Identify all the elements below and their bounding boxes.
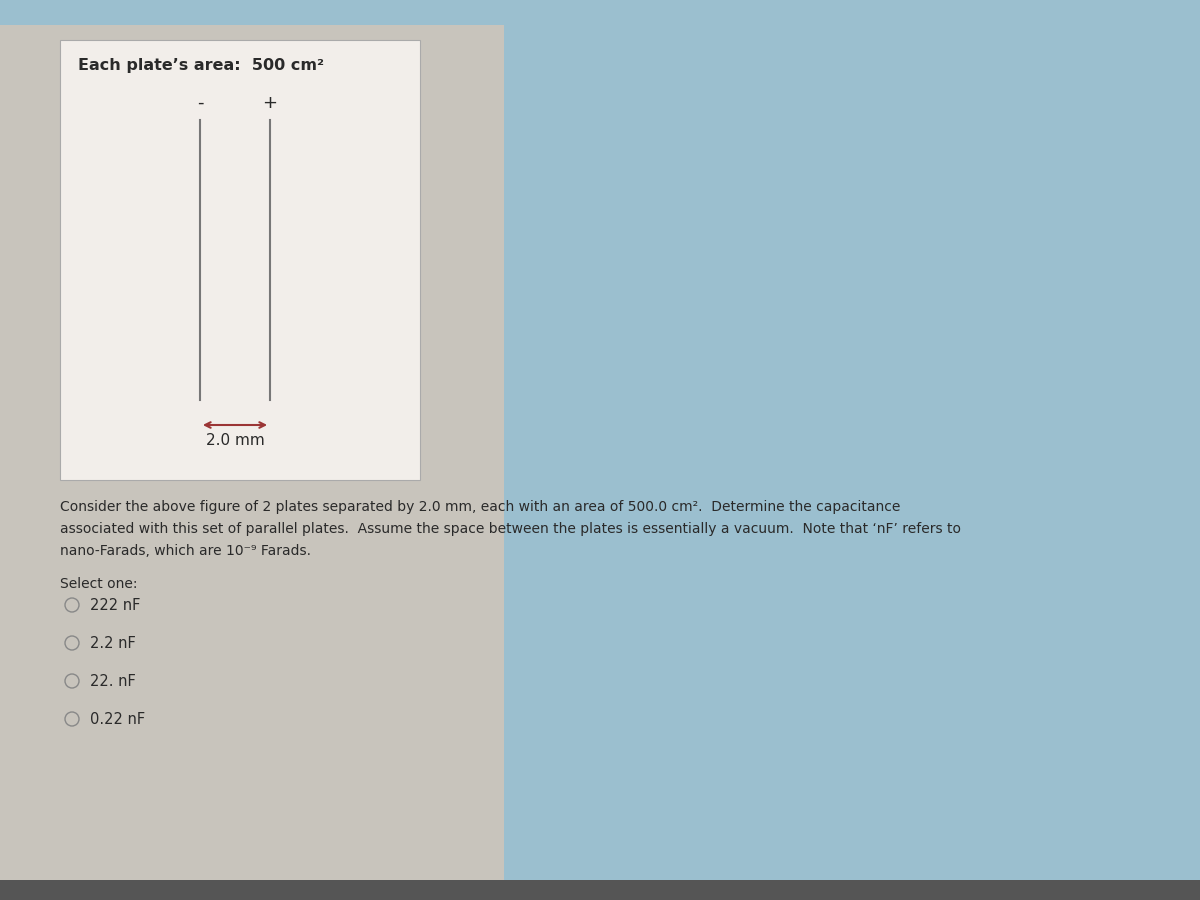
- Text: nano-Farads, which are 10⁻⁹ Farads.: nano-Farads, which are 10⁻⁹ Farads.: [60, 544, 311, 558]
- Text: 2.0 mm: 2.0 mm: [205, 433, 264, 448]
- Text: associated with this set of parallel plates.  Assume the space between the plate: associated with this set of parallel pla…: [60, 522, 961, 536]
- Bar: [0, 880, 1200, 900]
- FancyBboxPatch shape: [60, 40, 420, 480]
- Text: Each plate’s area:  500 cm²: Each plate’s area: 500 cm²: [78, 58, 324, 73]
- Text: 222 nF: 222 nF: [90, 598, 140, 613]
- Text: 22. nF: 22. nF: [90, 673, 136, 689]
- Text: -: -: [197, 94, 203, 112]
- Text: Consider the above figure of 2 plates separated by 2.0 mm, each with an area of : Consider the above figure of 2 plates se…: [60, 500, 900, 514]
- Bar: [0, 25, 504, 880]
- Text: Select one:: Select one:: [60, 577, 138, 591]
- Text: 2.2 nF: 2.2 nF: [90, 635, 136, 651]
- Text: 0.22 nF: 0.22 nF: [90, 712, 145, 726]
- Text: +: +: [263, 94, 277, 112]
